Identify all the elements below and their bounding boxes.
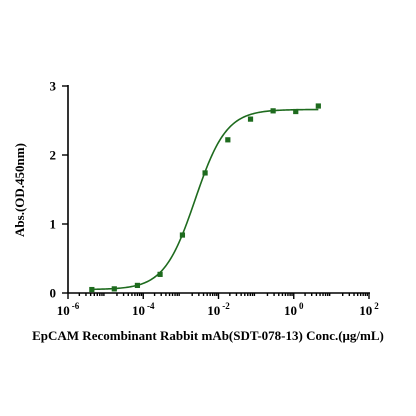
x-tick-label: 10 2 bbox=[359, 301, 379, 318]
x-tick-label: 10 0 bbox=[284, 301, 304, 318]
y-tick-label: 3 bbox=[50, 79, 57, 94]
y-tick-label: 2 bbox=[50, 148, 57, 163]
x-tick-label: 10 -2 bbox=[207, 301, 230, 318]
fit-curve bbox=[91, 108, 319, 291]
data-point bbox=[179, 232, 186, 238]
data-point bbox=[315, 103, 321, 109]
ticks: 0 1 2 3 10 -6 10 -4 10 -2 10 0 10 2 bbox=[50, 79, 380, 319]
axes bbox=[67, 85, 370, 294]
y-tick-label: 0 bbox=[50, 286, 57, 301]
x-axis-title: EpCAM Recombinant Rabbit mAb(SDT-078-13)… bbox=[32, 328, 384, 343]
y-tick-label: 1 bbox=[50, 217, 57, 232]
data-point bbox=[157, 271, 163, 277]
data-point bbox=[270, 108, 276, 114]
fit-curve-layer bbox=[91, 108, 319, 291]
data-point bbox=[293, 108, 299, 115]
data-point bbox=[202, 170, 208, 176]
y-axis-title: Abs.(OD.450nm) bbox=[12, 143, 27, 237]
data-point bbox=[111, 286, 117, 292]
data-point bbox=[247, 116, 254, 122]
data-point bbox=[225, 137, 231, 143]
x-tick-label: 10 -6 bbox=[57, 301, 80, 318]
data-points bbox=[89, 103, 321, 293]
data-point bbox=[89, 286, 95, 293]
data-point bbox=[134, 282, 141, 289]
x-tick-label: 10 -4 bbox=[132, 301, 155, 318]
